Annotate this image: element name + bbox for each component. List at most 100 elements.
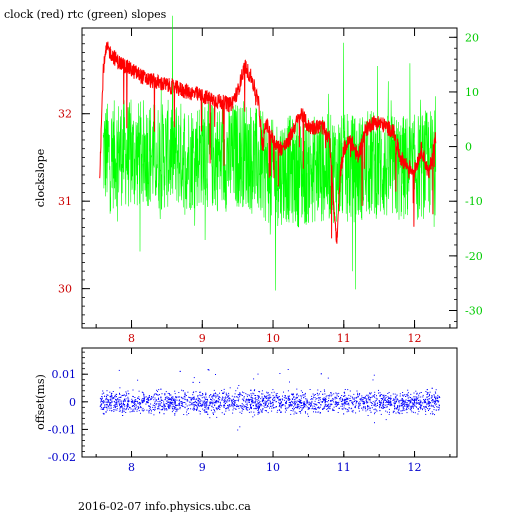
offset-point: [163, 413, 165, 415]
offset-point: [145, 396, 147, 398]
offset-point: [350, 395, 352, 397]
offset-point: [212, 403, 214, 405]
offset-point: [329, 400, 331, 402]
offset-point: [218, 408, 220, 409]
offset-point: [372, 401, 374, 403]
offset-point: [258, 399, 260, 401]
offset-point: [359, 398, 361, 400]
offset-point: [424, 401, 426, 403]
offset-point: [343, 407, 345, 409]
offset-point: [402, 400, 404, 402]
offset-point: [367, 406, 369, 408]
offset-point: [275, 395, 277, 397]
offset-point: [209, 417, 211, 419]
offset-point: [402, 405, 403, 407]
offset-point: [347, 409, 349, 411]
offset-point: [313, 408, 315, 410]
offset-point: [409, 408, 411, 410]
offset-point: [323, 400, 325, 402]
offset-point: [418, 402, 420, 404]
offset-point: [175, 411, 177, 413]
offset-point: [349, 390, 351, 392]
offset-point: [293, 408, 295, 409]
offset-point: [326, 395, 328, 397]
offset-point: [356, 401, 358, 403]
offset-point: [242, 408, 244, 410]
offset-point: [367, 395, 369, 397]
offset-point: [128, 405, 130, 407]
offset-point: [138, 390, 140, 392]
offset-point: [256, 403, 258, 405]
offset-point: [241, 405, 243, 407]
offset-point: [255, 403, 257, 405]
offset-point: [201, 404, 203, 405]
offset-point: [107, 401, 109, 403]
offset-point: [151, 397, 153, 399]
offset-point: [258, 407, 260, 409]
offset-point: [180, 401, 182, 403]
offset-point: [403, 409, 405, 411]
offset-point: [338, 402, 339, 404]
offset-point: [295, 406, 297, 408]
offset-point: [124, 398, 126, 400]
offset-point: [116, 396, 117, 398]
offset-point: [257, 413, 259, 415]
offset-point: [349, 400, 351, 402]
offset-point: [263, 405, 265, 407]
offset-point: [401, 399, 403, 401]
offset-point: [402, 398, 403, 400]
offset-point: [271, 402, 272, 404]
offset-point: [401, 410, 403, 412]
offset-point: [171, 397, 173, 399]
offset-point: [179, 404, 180, 406]
offset-point: [216, 400, 218, 402]
offset-point: [164, 394, 166, 396]
offset-point: [172, 400, 174, 401]
offset-point: [427, 399, 429, 401]
offset-point: [214, 402, 216, 404]
offset-point: [382, 406, 384, 408]
offset-point: [420, 400, 422, 402]
offset-point: [119, 394, 121, 395]
offset-point: [416, 397, 418, 399]
offset-point: [437, 406, 439, 408]
offset-point: [336, 404, 338, 406]
offset-point: [264, 404, 266, 406]
offset-point: [296, 393, 298, 395]
offset-point: [356, 396, 358, 398]
offset-point: [139, 403, 141, 405]
offset-point: [163, 403, 165, 405]
offset-point: [241, 412, 243, 414]
offset-point: [110, 402, 112, 404]
offset-point: [141, 391, 143, 393]
offset-point: [380, 413, 382, 415]
offset-point: [435, 392, 437, 394]
offset-point: [352, 404, 354, 406]
offset-point: [403, 400, 405, 402]
offset-point: [165, 396, 167, 398]
offset-point: [435, 398, 437, 400]
offset-point: [308, 404, 310, 406]
offset-point: [362, 399, 364, 401]
offset-point: [238, 385, 240, 386]
offset-point: [175, 397, 177, 399]
offset-point: [351, 403, 353, 404]
footer-text: 2016-02-07 info.physics.ubc.ca: [78, 500, 251, 512]
offset-point: [248, 394, 250, 396]
offset-point: [300, 402, 302, 404]
offset-point: [323, 397, 325, 399]
offset-point: [177, 408, 179, 410]
offset-point: [123, 409, 125, 411]
offset-point: [105, 399, 107, 401]
offset-point: [184, 396, 186, 398]
offset-point: [239, 426, 241, 428]
offset-point: [189, 401, 191, 403]
offset-point: [138, 396, 140, 398]
offset-point: [438, 404, 440, 406]
offset-point: [352, 411, 354, 413]
offset-point: [335, 401, 337, 403]
offset-point: [291, 405, 293, 407]
offset-point: [296, 405, 298, 407]
offset-point: [143, 398, 145, 400]
offset-point: [395, 407, 397, 409]
